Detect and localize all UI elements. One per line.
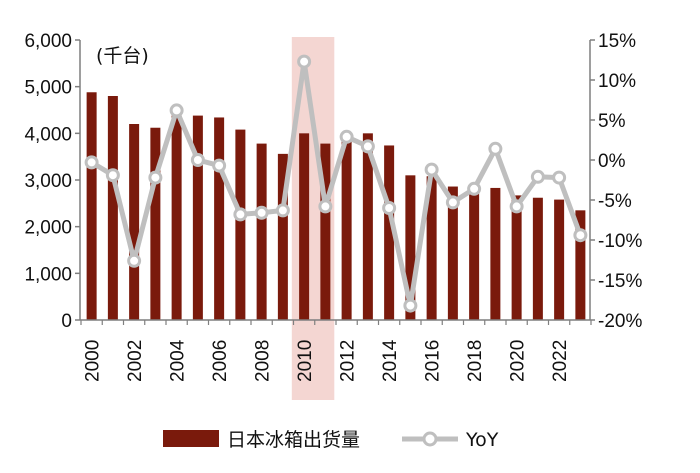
bar-2020	[511, 195, 522, 320]
yoy-point-2008	[254, 205, 269, 220]
yoy-point-2001	[105, 168, 120, 183]
x-tick-label: 2022	[550, 340, 571, 382]
left-tick-label: 3,000	[24, 171, 72, 192]
x-tick-label: 2018	[465, 340, 486, 382]
yoy-point-2003	[148, 170, 163, 185]
labels-layer: 0 1,000 2,000 3,000 4,000 5,000 6,000 -20% -15% -…	[24, 31, 642, 382]
axes-layer	[75, 39, 595, 325]
yoy-point-2020	[509, 199, 524, 214]
bar-2013	[362, 133, 373, 320]
x-tick-label: 2014	[380, 339, 401, 382]
right-tick-label: -15%	[598, 271, 642, 292]
yoy-point-2018	[467, 181, 482, 196]
yoy-point-2017	[445, 195, 460, 210]
left-tick-label: 0	[61, 311, 72, 332]
bar-2006	[214, 117, 225, 320]
yoy-point-2004	[169, 103, 184, 118]
right-tick-label: 15%	[598, 31, 636, 52]
bar-2018	[469, 190, 480, 320]
bar-2009	[277, 153, 288, 320]
yoy-point-2023	[573, 228, 588, 243]
left-tick-label: 2,000	[24, 218, 72, 239]
legend-line-marker	[422, 431, 438, 447]
yoy-point-2010	[297, 54, 312, 69]
x-tick-label: 2020	[508, 340, 529, 382]
yoy-line	[90, 59, 583, 309]
left-tick-label: 5,000	[24, 78, 72, 99]
legend: 日本冰箱出货量 YoY	[163, 429, 499, 451]
right-tick-label: 0%	[598, 151, 626, 172]
bar-2005	[192, 115, 203, 320]
left-tick-label: 1,000	[24, 264, 72, 285]
bar-2016	[426, 176, 437, 320]
x-tick-label: 2012	[338, 340, 359, 382]
yoy-point-2011	[318, 199, 333, 214]
bar-2001	[107, 96, 118, 320]
bar-2007	[235, 129, 246, 320]
x-tick-label: 2002	[125, 340, 146, 382]
bar-2014	[384, 145, 395, 320]
bar-2019	[490, 187, 501, 320]
yoy-point-2016	[424, 162, 439, 177]
bar-2000	[86, 92, 97, 321]
left-tick-label: 6,000	[24, 31, 72, 52]
bars-layer	[86, 92, 586, 321]
yoy-point-2014	[382, 201, 397, 215]
x-tick-label: 2000	[83, 340, 104, 382]
bar-2002	[129, 124, 140, 320]
right-tick-label: -20%	[598, 311, 642, 332]
yoy-point-2005	[190, 153, 205, 167]
bar-2023	[575, 210, 586, 320]
yoy-point-2006	[212, 158, 227, 173]
x-tick-label: 2016	[423, 340, 444, 382]
yoy-point-2013	[360, 139, 375, 154]
bar-2022	[554, 199, 565, 320]
yoy-point-2002	[127, 253, 142, 268]
yoy-point-2015	[403, 298, 418, 313]
bar-2017	[447, 186, 458, 320]
bar-2021	[532, 197, 543, 320]
yoy-point-2007	[233, 207, 248, 222]
bar-2011	[320, 143, 331, 320]
right-tick-label: 5%	[598, 111, 626, 132]
right-tick-label: 10%	[598, 71, 636, 92]
left-tick-label: 4,000	[24, 124, 72, 145]
yoy-point-2009	[275, 203, 290, 218]
yoy-line-layer	[84, 54, 588, 313]
legend-bar-label: 日本冰箱出货量	[227, 429, 360, 451]
bar-2003	[150, 127, 161, 320]
x-tick-label: 2006	[210, 340, 231, 382]
bar-2008	[256, 143, 267, 320]
yoy-point-2000	[84, 155, 99, 170]
x-tick-label: 2004	[168, 339, 189, 382]
right-tick-label: -5%	[598, 191, 632, 212]
yoy-point-2012	[339, 129, 354, 144]
legend-bar-swatch	[163, 430, 219, 447]
yoy-point-2021	[530, 169, 545, 184]
bar-2015	[405, 175, 416, 320]
x-tick-label: 2008	[253, 340, 274, 382]
yoy-point-2019	[488, 141, 503, 156]
yoy-point-2022	[552, 170, 567, 185]
x-tick-label: 2010	[295, 340, 316, 382]
unit-label: (千台)	[96, 45, 149, 67]
right-tick-label: -10%	[598, 231, 642, 252]
bar-2012	[341, 138, 352, 320]
bar-2004	[171, 115, 182, 320]
bar-2010	[299, 133, 310, 320]
legend-line-label: YoY	[465, 429, 499, 451]
